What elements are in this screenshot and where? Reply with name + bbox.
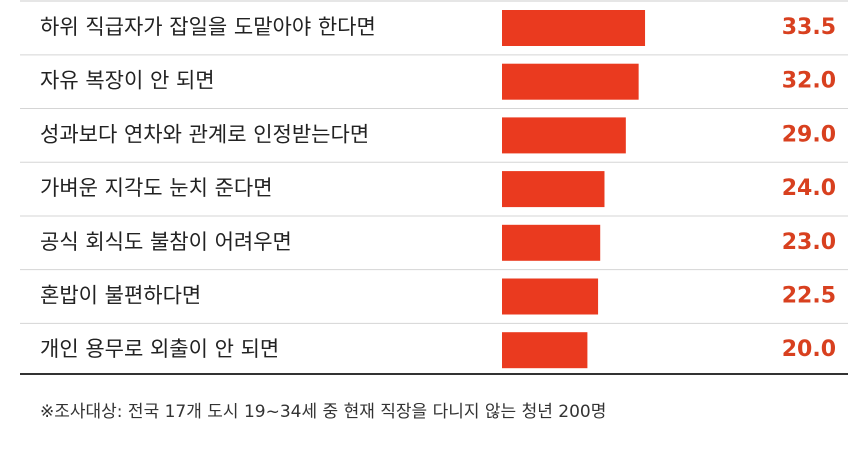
value-label: 20.0 xyxy=(782,337,836,362)
category-label: 자유 복장이 안 되면 xyxy=(40,69,215,93)
category-label: 하위 직급자가 잡일을 도맡아야 한다면 xyxy=(40,15,376,39)
footnote: ※조사대상: 전국 17개 도시 19~34세 중 현재 직장을 다니지 않는 … xyxy=(40,402,606,422)
bar xyxy=(502,63,639,100)
value-label: 33.5 xyxy=(782,15,836,40)
bar xyxy=(502,278,599,315)
bar xyxy=(502,171,605,208)
value-label: 32.0 xyxy=(782,69,836,94)
bar xyxy=(502,117,626,154)
bar xyxy=(502,10,646,46)
category-label: 공식 회식도 불참이 어려우면 xyxy=(40,230,292,254)
value-label: 29.0 xyxy=(782,122,836,147)
bar xyxy=(502,332,588,369)
bar xyxy=(502,224,601,261)
category-label: 가벼운 지각도 눈치 준다면 xyxy=(40,176,273,200)
value-label: 22.5 xyxy=(782,284,836,309)
category-label: 개인 용무로 외출이 안 되면 xyxy=(40,337,279,361)
value-label: 24.0 xyxy=(782,176,836,201)
category-label: 혼밥이 불편하다면 xyxy=(40,284,201,308)
category-label: 성과보다 연차와 관계로 인정받는다면 xyxy=(40,122,369,146)
value-label: 23.0 xyxy=(782,230,836,255)
